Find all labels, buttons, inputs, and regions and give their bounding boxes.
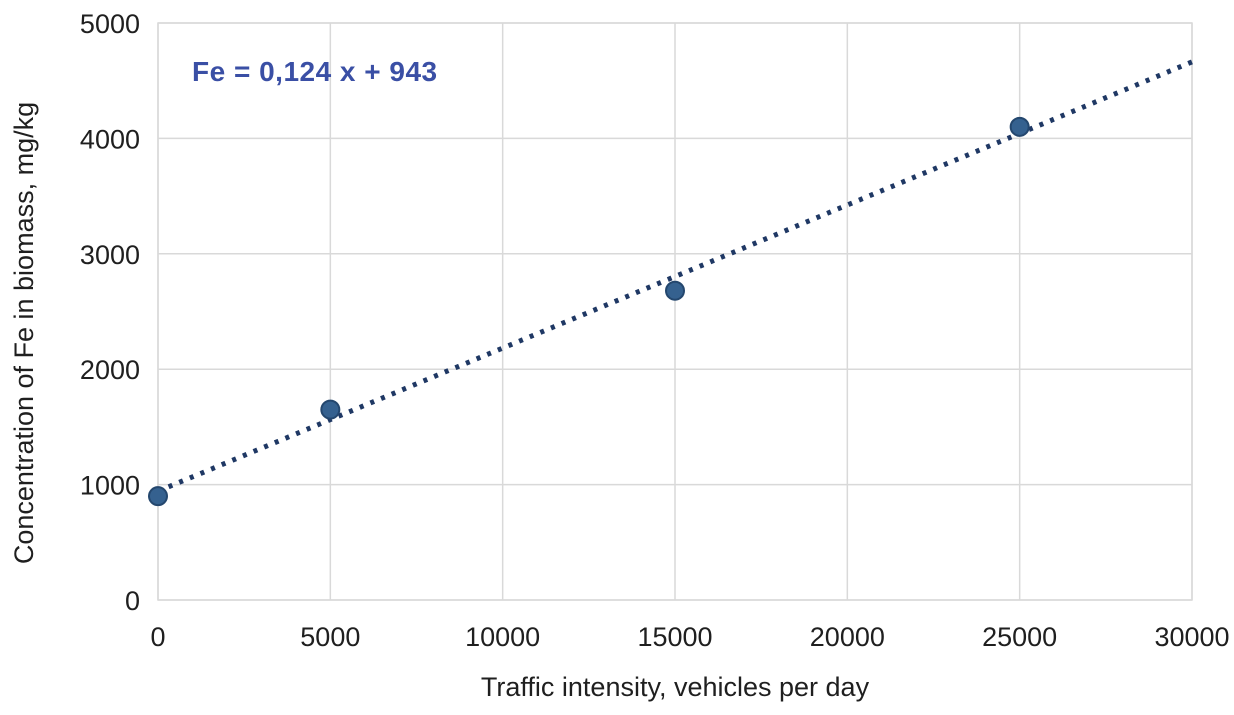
y-tick-label: 3000 <box>80 240 140 270</box>
x-axis-title: Traffic intensity, vehicles per day <box>480 672 870 702</box>
y-tick-label: 1000 <box>80 471 140 501</box>
x-tick-label: 30000 <box>1154 622 1229 652</box>
plot-border <box>157 22 1193 601</box>
y-tick-label: 4000 <box>80 124 140 154</box>
y-tick-label: 0 <box>125 586 140 616</box>
x-tick-label: 5000 <box>300 622 360 652</box>
data-point <box>148 486 168 507</box>
trendline-equation-label: Fe = 0,124 x + 943 <box>192 56 438 87</box>
data-point <box>320 399 341 420</box>
x-tick-label: 20000 <box>810 622 885 652</box>
x-tick-label: 10000 <box>465 622 540 652</box>
data-point <box>665 280 685 301</box>
data-point <box>1009 116 1030 137</box>
y-tick-label: 5000 <box>80 9 140 39</box>
x-tick-label: 25000 <box>982 622 1057 652</box>
y-axis-title: Concentration of Fe in biomass, mg/kg <box>9 101 39 565</box>
x-tick-label: 15000 <box>637 622 712 652</box>
x-tick-label: 0 <box>150 622 165 652</box>
y-tick-label: 2000 <box>80 355 140 385</box>
